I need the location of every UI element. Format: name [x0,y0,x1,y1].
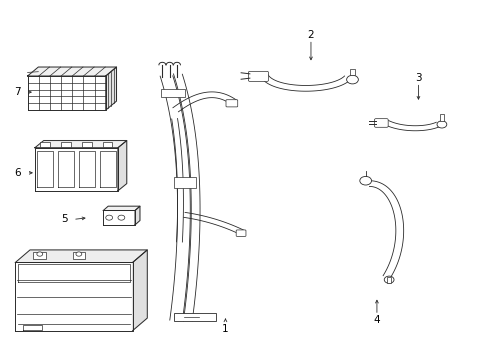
Text: 4: 4 [373,315,380,325]
Polygon shape [35,148,118,191]
FancyBboxPatch shape [33,252,46,259]
FancyBboxPatch shape [61,142,71,147]
Circle shape [346,75,358,84]
Circle shape [106,215,113,220]
Polygon shape [103,211,135,225]
Circle shape [360,176,371,185]
Polygon shape [15,262,133,330]
Polygon shape [173,74,200,321]
Text: 3: 3 [415,73,422,83]
Polygon shape [27,76,106,110]
Circle shape [118,215,125,220]
Text: 7: 7 [15,87,21,97]
Circle shape [76,252,82,256]
Circle shape [384,276,394,283]
FancyBboxPatch shape [236,230,246,237]
Polygon shape [118,140,127,191]
FancyBboxPatch shape [387,277,391,283]
Polygon shape [160,74,191,321]
FancyBboxPatch shape [161,89,185,97]
Polygon shape [184,212,245,235]
Text: 2: 2 [308,30,314,40]
FancyBboxPatch shape [440,114,444,121]
Polygon shape [369,181,404,278]
FancyBboxPatch shape [349,69,355,75]
FancyBboxPatch shape [103,142,113,147]
Polygon shape [133,250,147,330]
Polygon shape [261,75,351,91]
Polygon shape [35,140,127,148]
Circle shape [437,121,447,128]
Circle shape [37,252,43,256]
Polygon shape [27,67,117,76]
FancyBboxPatch shape [248,71,269,81]
Polygon shape [135,206,140,225]
Text: 6: 6 [15,168,21,178]
Polygon shape [173,92,237,112]
FancyBboxPatch shape [82,142,92,147]
FancyBboxPatch shape [40,142,50,147]
Polygon shape [385,121,440,131]
FancyBboxPatch shape [174,177,196,188]
Polygon shape [172,118,183,242]
Text: 5: 5 [61,215,68,224]
FancyBboxPatch shape [374,119,388,127]
Text: 1: 1 [222,324,229,334]
Polygon shape [106,67,117,110]
FancyBboxPatch shape [226,100,238,107]
Polygon shape [103,206,140,211]
FancyBboxPatch shape [73,252,85,259]
FancyBboxPatch shape [174,313,216,320]
Polygon shape [15,250,147,262]
